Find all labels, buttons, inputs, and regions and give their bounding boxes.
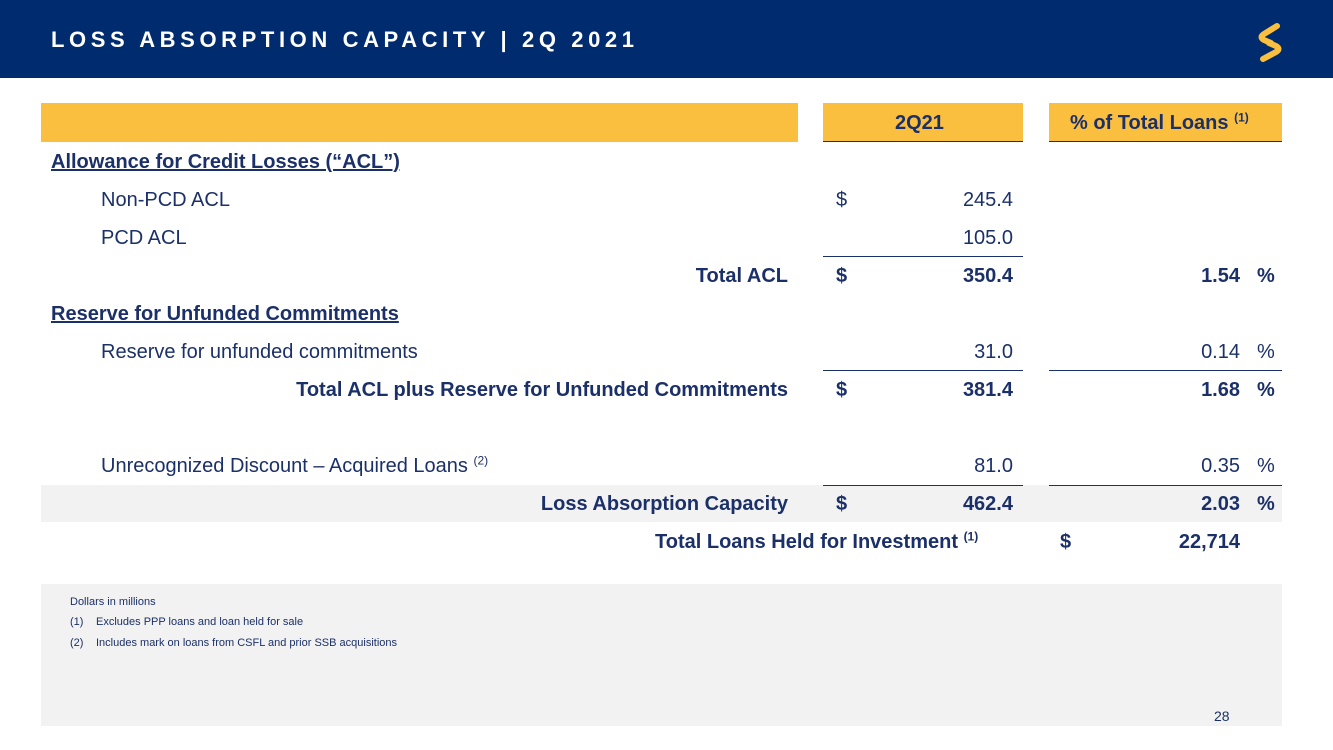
currency-symbol: $	[836, 189, 848, 211]
percent-sign: %	[1257, 493, 1275, 515]
divider	[823, 485, 1023, 486]
value-total-loans-hfi: 22,714	[1178, 531, 1240, 553]
percent-sign: %	[1257, 455, 1275, 477]
currency-symbol: $	[1060, 531, 1072, 553]
pct-total-acl: 1.54	[1201, 265, 1240, 287]
divider	[823, 370, 1023, 371]
row-label-text: Unrecognized Discount – Acquired Loans	[101, 455, 468, 477]
value-reserve-unfunded: 31.0	[974, 341, 1013, 363]
page-number: 28	[1214, 708, 1230, 724]
value-unrecognized-discount: 81.0	[974, 455, 1013, 477]
footnote-ref: (1)	[963, 529, 979, 544]
value-pcd-acl: 105.0	[962, 227, 1013, 249]
footnote-ref: (1)	[1234, 110, 1249, 125]
divider	[1049, 370, 1282, 371]
value-non-pcd-acl: 245.4	[962, 189, 1013, 211]
percent-sign: %	[1257, 341, 1275, 363]
value-loss-absorption-capacity: 462.4	[962, 493, 1013, 515]
row-label-total-acl-plus-reserve: Total ACL plus Reserve for Unfunded Comm…	[296, 379, 788, 401]
footnote-ref: (2)	[473, 453, 489, 468]
column-header-period: 2Q21	[895, 112, 944, 134]
table-header-pct-cell	[1049, 103, 1282, 142]
column-header-pct-total-loans: % of Total Loans (1)	[1070, 110, 1249, 135]
row-label-total-acl: Total ACL	[695, 265, 788, 287]
footnote-2-marker: (2)	[70, 637, 84, 649]
row-label-loss-absorption-capacity: Loss Absorption Capacity	[540, 493, 788, 515]
header-bar: LOSS ABSORPTION CAPACITY | 2Q 2021	[0, 0, 1333, 78]
divider	[1049, 141, 1282, 142]
divider	[823, 256, 1023, 257]
value-total-acl-plus-reserve: 381.4	[962, 379, 1013, 401]
percent-sign: %	[1257, 379, 1275, 401]
footnote-units: Dollars in millions	[70, 596, 156, 608]
divider	[823, 141, 1023, 142]
footnote-2-text: Includes mark on loans from CSFL and pri…	[96, 637, 398, 649]
column-header-pct-label: % of Total Loans	[1070, 112, 1229, 134]
row-highlight	[41, 485, 1282, 522]
page-title: LOSS ABSORPTION CAPACITY | 2Q 2021	[51, 27, 639, 52]
row-label-text: Total Loans Held for Investment	[655, 531, 958, 553]
row-label-reserve-unfunded: Reserve for unfunded commitments	[101, 341, 418, 363]
row-label-non-pcd-acl: Non-PCD ACL	[101, 189, 230, 211]
table-header-period-cell	[823, 103, 1023, 142]
footnote-1-marker: (1)	[70, 616, 84, 628]
pct-unrecognized-discount: 0.35	[1201, 455, 1240, 477]
row-label-pcd-acl: PCD ACL	[101, 227, 187, 249]
section-heading-unfunded: Reserve for Unfunded Commitments	[51, 303, 399, 325]
divider	[1049, 485, 1282, 486]
currency-symbol: $	[836, 379, 848, 401]
footnotes-panel	[41, 584, 1282, 726]
row-label-unrecognized-discount: Unrecognized Discount – Acquired Loans (…	[101, 453, 489, 478]
value-total-acl: 350.4	[962, 265, 1013, 287]
row-label-total-loans-hfi: Total Loans Held for Investment (1)	[655, 529, 979, 554]
dollar-s-logo-icon	[1258, 23, 1282, 62]
percent-sign: %	[1257, 265, 1275, 287]
table-header-bar	[41, 103, 798, 142]
footnote-1-text: Excludes PPP loans and loan held for sal…	[96, 616, 304, 628]
currency-symbol: $	[836, 493, 848, 515]
section-heading-acl: Allowance for Credit Losses (“ACL”)	[51, 151, 400, 173]
currency-symbol: $	[836, 265, 848, 287]
pct-reserve-unfunded: 0.14	[1201, 341, 1240, 363]
pct-loss-absorption-capacity: 2.03	[1201, 493, 1240, 515]
pct-total-acl-plus-reserve: 1.68	[1201, 379, 1240, 401]
